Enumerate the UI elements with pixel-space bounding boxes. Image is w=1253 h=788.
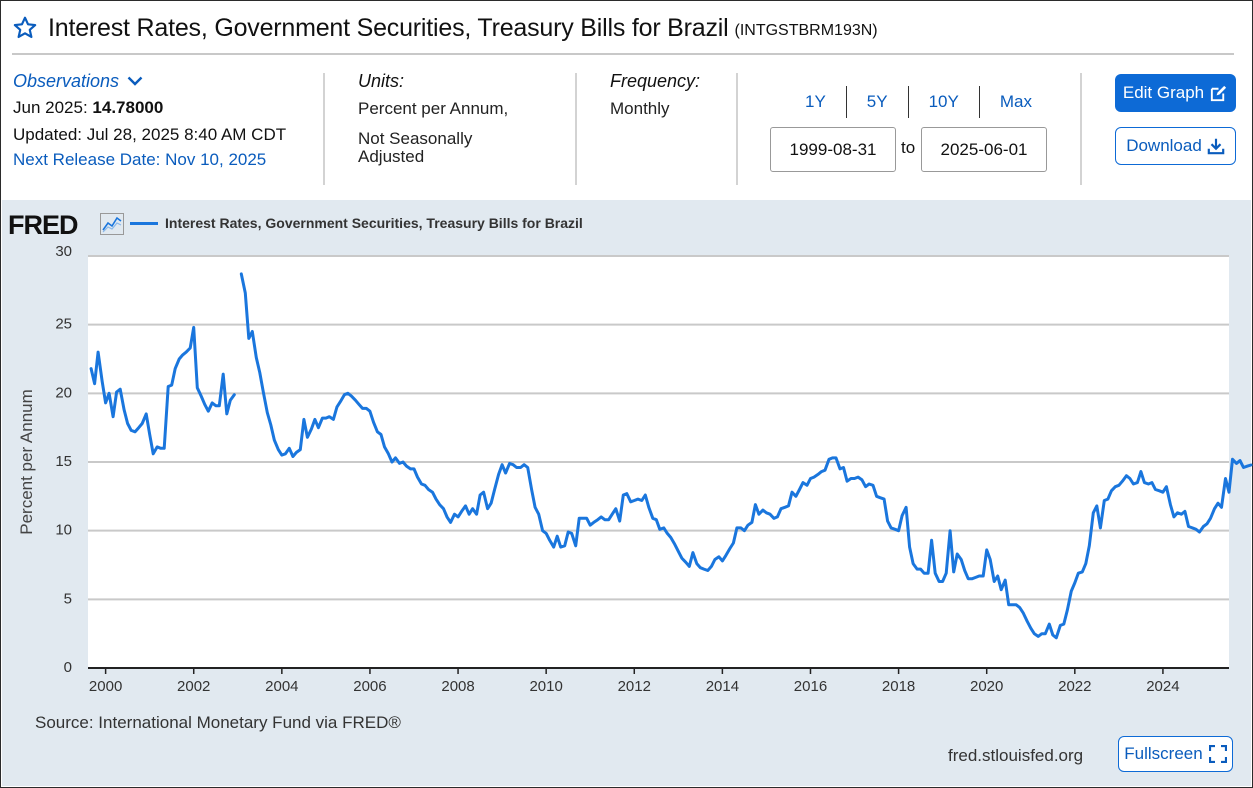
units-label: Units: <box>358 71 405 91</box>
x-tick-label: 2014 <box>706 678 739 695</box>
divider <box>323 73 325 185</box>
end-date-input[interactable]: 2025-06-01 <box>921 127 1047 172</box>
chart-legend: Interest Rates, Government Securities, T… <box>130 215 583 231</box>
series-line <box>89 325 236 456</box>
chevron-down-icon <box>127 76 143 86</box>
observation-date: Jun 2025: <box>13 98 88 117</box>
y-axis-ticks: 0 5 10 15 20 25 30 <box>55 243 72 676</box>
download-icon <box>1207 138 1225 155</box>
star-icon[interactable] <box>12 15 38 41</box>
x-axis-ticks: 2000 2002 2004 2006 2008 2010 2012 2014 2016 2018… <box>89 668 1180 695</box>
divider <box>575 73 577 185</box>
date-range-separator: to <box>901 138 916 157</box>
x-tick-label: 2002 <box>177 678 210 695</box>
x-tick-label: 2020 <box>970 678 1003 695</box>
y-tick-label: 30 <box>55 243 72 260</box>
x-tick-label: 2006 <box>353 678 386 695</box>
x-tick-label: 2016 <box>794 678 827 695</box>
frequency-label: Frequency: <box>610 71 701 91</box>
range-selector: 1Y 5Y 10Y Max <box>795 86 1052 118</box>
series-line <box>239 272 1253 640</box>
range-max-button[interactable]: Max <box>999 92 1032 111</box>
edit-graph-button[interactable]: Edit Graph <box>1115 74 1236 112</box>
x-tick-label: 2024 <box>1146 678 1179 695</box>
observation-value: 14.78000 <box>92 98 164 117</box>
page-title: Interest Rates, Government Securities, T… <box>48 13 729 42</box>
fullscreen-icon <box>1208 745 1227 763</box>
units-panel: Units: Percent per Annum, Not Seasonally… <box>358 70 508 166</box>
y-axis-label: Percent per Annum <box>17 389 36 535</box>
series-lines <box>89 272 1253 640</box>
frequency-panel: Frequency: Monthly <box>610 70 700 118</box>
x-tick-label: 2012 <box>618 678 651 695</box>
observations-label: Observations <box>13 71 120 91</box>
y-tick-label: 0 <box>64 659 72 676</box>
range-1y-button[interactable]: 1Y <box>795 86 847 118</box>
x-tick-label: 2008 <box>441 678 474 695</box>
y-tick-label: 10 <box>55 522 72 539</box>
title-row: Interest Rates, Government Securities, T… <box>12 10 878 46</box>
title-divider <box>12 53 1234 55</box>
start-date-input[interactable]: 1999-08-31 <box>770 127 896 172</box>
source-note: Source: International Monetary Fund via … <box>35 713 401 732</box>
y-tick-label: 25 <box>55 316 72 333</box>
latest-observation: Jun 2025: 14.78000 <box>13 97 286 119</box>
frequency-value: Monthly <box>610 99 670 118</box>
x-tick-label: 2004 <box>265 678 298 695</box>
divider <box>1080 73 1082 185</box>
x-tick-label: 2000 <box>89 678 122 695</box>
range-5y-button[interactable]: 5Y <box>847 86 909 118</box>
fullscreen-button[interactable]: Fullscreen <box>1118 736 1233 772</box>
gridlines <box>88 255 1229 601</box>
units-line-3: Adjusted <box>358 147 425 166</box>
x-tick-label: 2018 <box>882 678 915 695</box>
edit-icon <box>1211 85 1227 101</box>
line-chart-icon <box>100 213 124 235</box>
y-tick-label: 5 <box>64 590 72 607</box>
series-id: (INTGSTBRM193N) <box>734 22 878 39</box>
legend-swatch <box>130 221 158 225</box>
y-tick-label: 15 <box>55 453 72 470</box>
site-url: fred.stlouisfed.org <box>948 746 1084 765</box>
fullscreen-label: Fullscreen <box>1124 744 1203 763</box>
next-release-link[interactable]: Next Release Date: Nov 10, 2025 <box>13 150 267 169</box>
range-10y-button[interactable]: 10Y <box>909 86 980 118</box>
download-label: Download <box>1126 136 1202 155</box>
observations-toggle[interactable]: Observations <box>13 70 286 92</box>
observations-panel: Observations Jun 2025: 14.78000 Updated:… <box>13 70 286 171</box>
units-line-2: Not Seasonally <box>358 129 473 148</box>
legend-label: Interest Rates, Government Securities, T… <box>165 215 583 231</box>
edit-graph-label: Edit Graph <box>1122 83 1205 102</box>
units-line-1: Percent per Annum, <box>358 99 509 118</box>
fred-logo[interactable]: FRED <box>8 210 78 240</box>
download-button[interactable]: Download <box>1115 127 1236 165</box>
y-tick-label: 20 <box>55 384 72 401</box>
x-tick-label: 2022 <box>1058 678 1091 695</box>
x-tick-label: 2010 <box>529 678 562 695</box>
updated-timestamp: Updated: Jul 28, 2025 8:40 AM CDT <box>13 125 287 144</box>
divider <box>736 73 738 185</box>
